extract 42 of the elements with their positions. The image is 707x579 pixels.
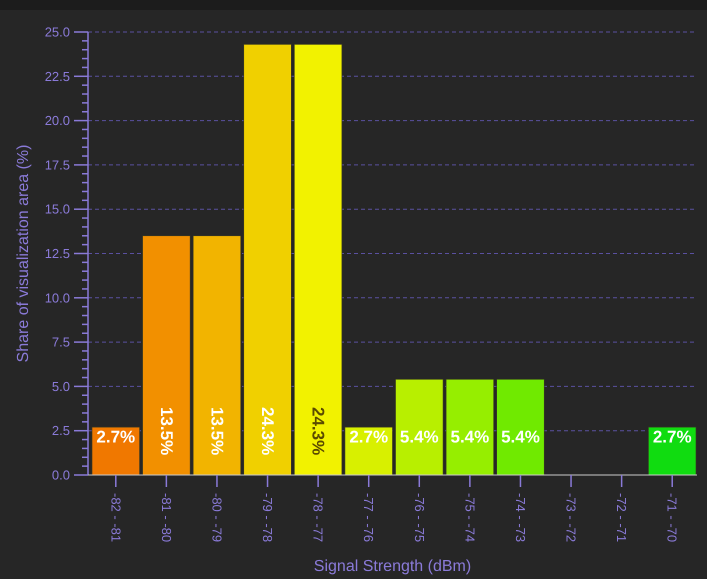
x-axis-title: Signal Strength (dBm) <box>314 558 472 575</box>
y-tick-label: 2.5 <box>52 423 70 438</box>
data-label: 13.5% <box>207 407 226 456</box>
y-axis-title: Share of visualization area (%) <box>15 144 32 362</box>
x-tick-label: -74 - -73 <box>512 493 528 542</box>
x-tick-label: -80 - -79 <box>209 493 224 542</box>
y-tick-label: 7.5 <box>52 334 70 350</box>
x-tick-label: -82 - -81 <box>108 493 124 542</box>
data-label: 5.4% <box>501 428 540 446</box>
data-label: 24.3% <box>258 407 278 456</box>
y-tick-label: 22.5 <box>44 68 70 84</box>
y-tick-label: 12.5 <box>44 246 70 261</box>
x-tick-label: -81 - -80 <box>158 493 174 542</box>
y-tick-label: 25.0 <box>44 24 70 40</box>
x-tick-label: -77 - -76 <box>361 493 376 542</box>
y-tick-label: 10.0 <box>44 290 70 306</box>
x-tick-label: -71 - -70 <box>664 493 680 542</box>
bar <box>395 379 444 476</box>
bar <box>243 44 292 476</box>
y-tick-label: 15.0 <box>44 202 70 217</box>
data-label: 2.7% <box>96 428 136 446</box>
x-tick-label: -79 - -78 <box>260 493 276 542</box>
y-tick-label: 5.0 <box>52 378 70 394</box>
data-label: 13.5% <box>156 407 176 456</box>
y-tick-label: 17.5 <box>44 157 70 172</box>
y-tick-label: 20.0 <box>44 113 70 128</box>
bar <box>496 379 545 476</box>
x-tick-label: -72 - -71 <box>614 493 630 542</box>
data-label: 2.7% <box>349 428 388 446</box>
data-label: 5.4% <box>450 428 490 446</box>
x-tick-label: -73 - -72 <box>564 493 579 542</box>
bar <box>446 379 494 476</box>
y-tick-label: 0.0 <box>52 468 70 482</box>
bar <box>294 44 342 476</box>
bar <box>192 235 242 476</box>
bar <box>142 235 190 476</box>
data-label: 5.4% <box>400 428 439 446</box>
x-tick-label: -75 - -74 <box>462 493 478 542</box>
x-tick-label: -78 - -77 <box>310 493 326 542</box>
data-label: 24.3% <box>308 407 328 456</box>
x-tick-label: -76 - -75 <box>412 493 427 542</box>
data-label: 2.7% <box>652 428 692 446</box>
